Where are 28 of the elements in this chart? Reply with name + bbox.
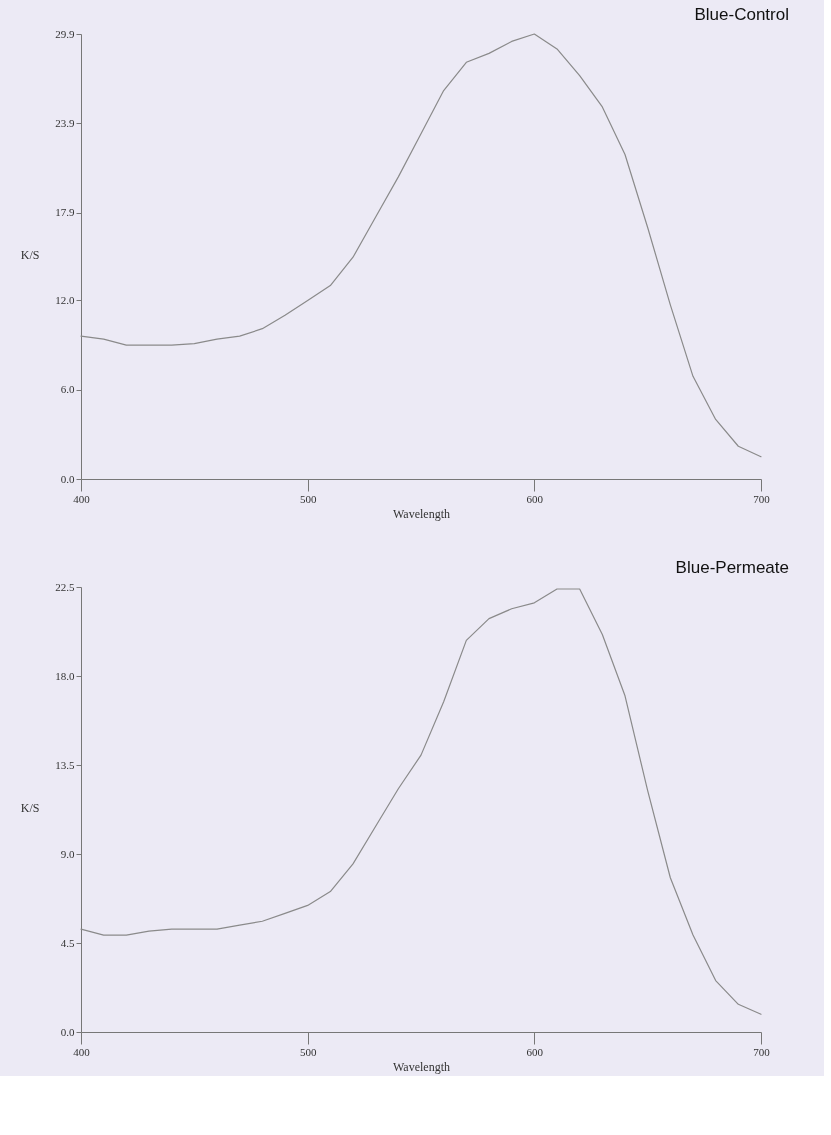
chart-title: Blue-Permeate [675, 558, 789, 577]
y-tick-label: 13.5 [55, 758, 75, 771]
x-tick-label: 600 [526, 1045, 544, 1058]
y-axis-title: K/S [20, 800, 40, 815]
y-tick-label: 9.0 [60, 847, 75, 860]
y-tick-label: 12.0 [55, 293, 75, 306]
line-series [80, 33, 762, 458]
x-axis-title: Wavelength [392, 506, 451, 521]
y-tick-label: 29.9 [55, 27, 75, 40]
y-tick-label: 23.9 [55, 116, 75, 129]
y-tick-label: 22.5 [55, 580, 75, 593]
chart-title: Blue-Control [694, 5, 789, 24]
y-tick-label: 0.0 [60, 1025, 75, 1038]
y-tick-label: 0.0 [60, 472, 75, 485]
x-axis-title: Wavelength [392, 1059, 451, 1074]
y-tick-label: 6.0 [60, 383, 75, 396]
x-tick-label: 400 [73, 1045, 91, 1058]
line-series [80, 588, 762, 1015]
y-tick-label: 18.0 [55, 669, 75, 682]
x-tick-label: 500 [299, 492, 317, 505]
x-tick-label: 600 [526, 492, 544, 505]
y-tick-label: 4.5 [60, 936, 75, 949]
x-tick-label: 700 [753, 1045, 771, 1058]
y-tick-label: 17.9 [55, 206, 75, 219]
x-tick-label: 700 [753, 492, 771, 505]
y-axis-title: K/S [20, 247, 40, 262]
x-tick-label: 400 [73, 492, 91, 505]
x-tick-label: 500 [299, 1045, 317, 1058]
